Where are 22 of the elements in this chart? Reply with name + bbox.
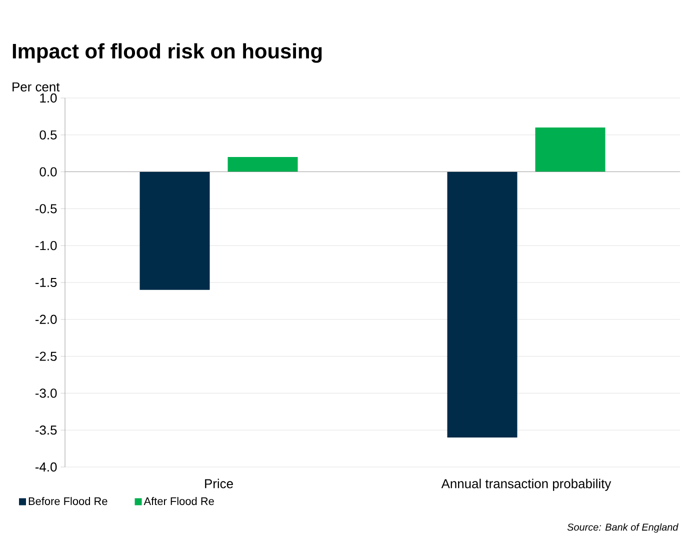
bar <box>140 172 210 290</box>
text: Source: Bank of England <box>567 523 678 533</box>
y-tick-label: -1.0 <box>35 241 57 250</box>
y-axis-title: Per cent <box>12 82 60 92</box>
y-tick-label: -2.0 <box>35 314 57 324</box>
y-tick-label: 1.0 <box>40 93 57 103</box>
y-tick-label: -4.0 <box>35 462 57 472</box>
x-tick-label: Annual transaction probability <box>441 478 612 491</box>
x-tick-label: Price <box>205 478 233 488</box>
y-tick-label: 0.0 <box>40 167 57 176</box>
y-tick-label: -1.5 <box>35 278 57 288</box>
legend-label: After Flood Re <box>144 497 214 506</box>
y-tick-label: 0.5 <box>40 130 57 140</box>
legend-label: Before Flood Re <box>28 497 108 506</box>
y-tick-label: -0.5 <box>35 204 57 214</box>
y-tick-label: -3.0 <box>35 388 57 398</box>
bar <box>447 172 518 438</box>
chart-title: Impact of flood risk on housing <box>12 43 322 63</box>
bar <box>228 157 298 172</box>
y-tick-label: -2.5 <box>35 352 57 361</box>
bar <box>535 128 606 172</box>
y-tick-label: -3.5 <box>35 426 57 435</box>
